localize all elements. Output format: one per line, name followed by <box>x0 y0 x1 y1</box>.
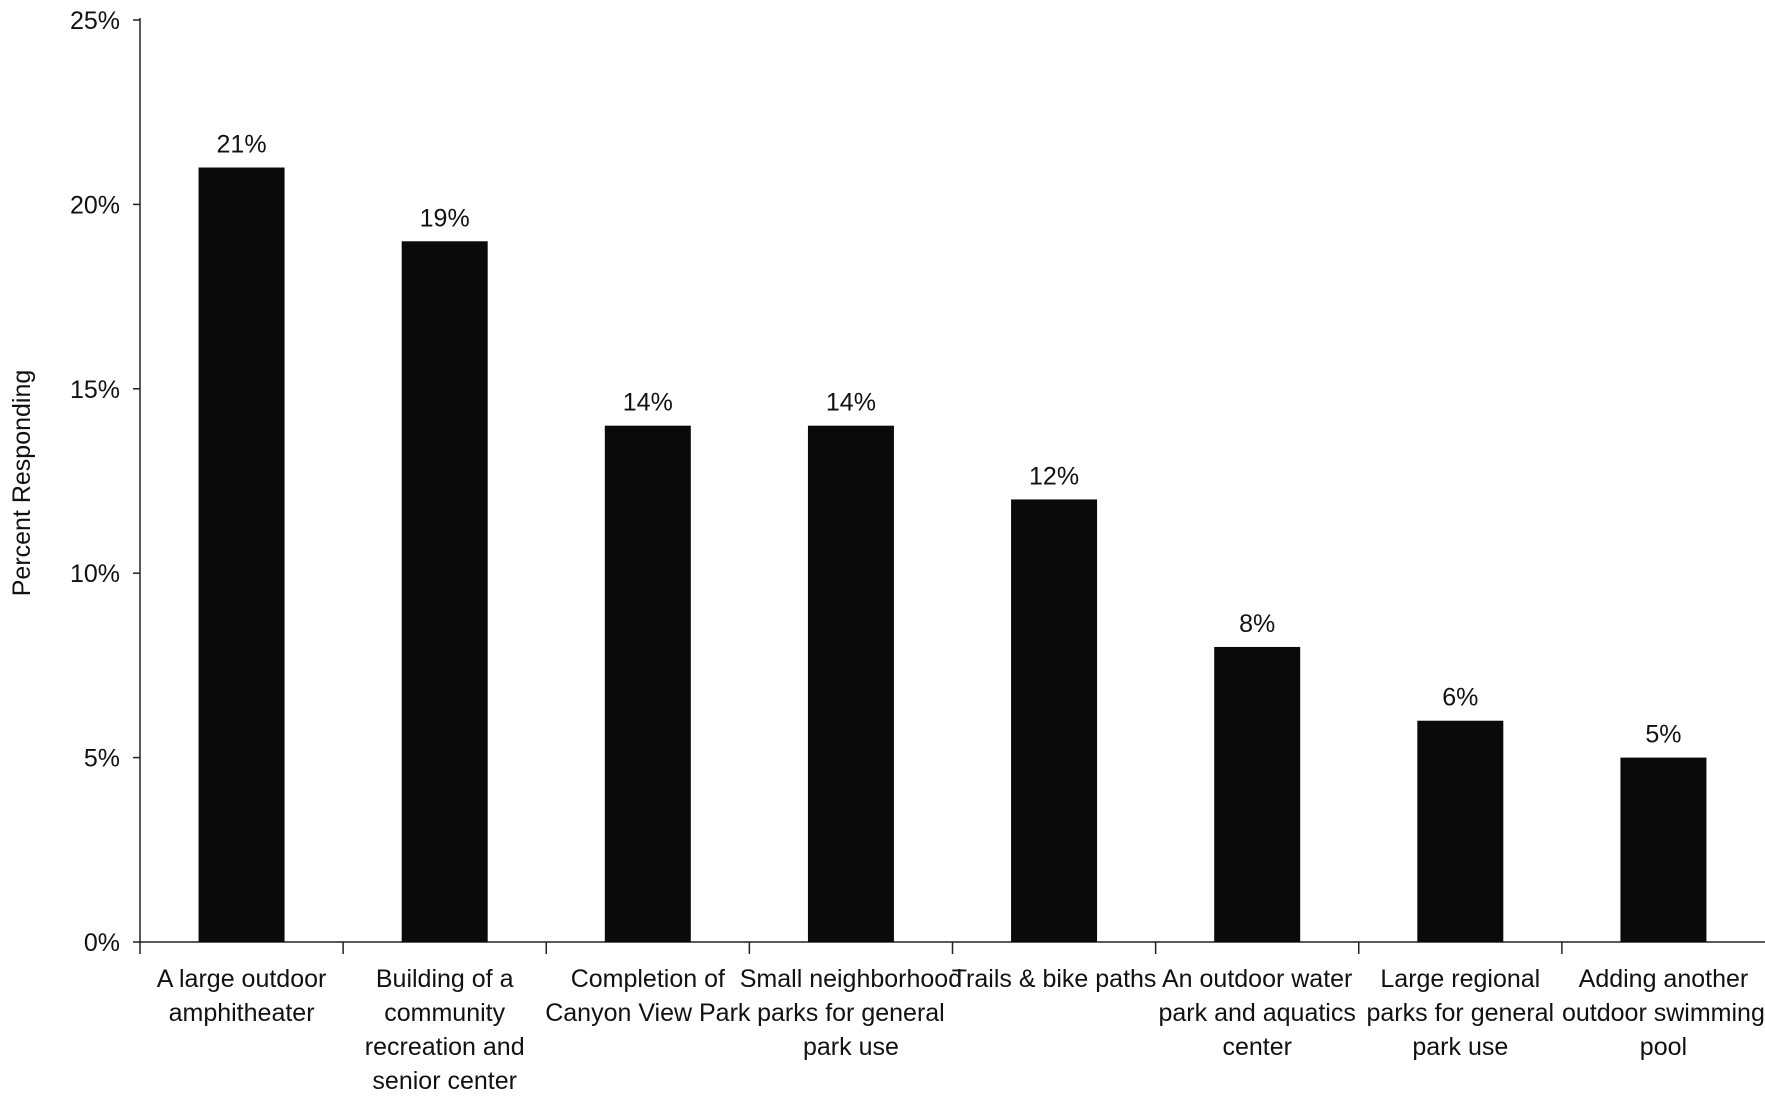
y-tick-label: 15% <box>70 376 120 404</box>
data-label: 12% <box>1029 462 1079 490</box>
x-tick-label: Building of a <box>376 965 514 993</box>
bar <box>1214 646 1301 942</box>
x-tick-label: Completion of <box>571 965 725 993</box>
x-tick-label: park and aquatics <box>1159 999 1356 1027</box>
axes-layer: 0% 5% 10% 15% 20% 25% <box>70 7 1765 957</box>
data-label: 19% <box>420 204 470 232</box>
y-axis-title: Percent Responding <box>8 370 36 597</box>
x-tick-label: parks for general <box>757 999 945 1027</box>
x-tick-label: Small neighborhood <box>740 965 962 993</box>
x-tick-label: Large regional <box>1380 965 1540 993</box>
y-axis-title-group: Percent Responding <box>8 370 36 597</box>
bar <box>1011 499 1098 942</box>
x-tick-label: center <box>1222 1033 1291 1061</box>
x-tick-label: outdoor swimming <box>1562 999 1765 1027</box>
labels-layer: 21% A large outdoor amphitheater 19% Buildin… <box>157 131 1765 1095</box>
data-label: 8% <box>1239 610 1275 638</box>
y-tick-label: 25% <box>70 7 120 35</box>
data-label: 21% <box>217 131 267 159</box>
y-tick-label: 10% <box>70 560 120 588</box>
x-tick-label: Trails & bike paths <box>952 965 1157 993</box>
x-tick-label: amphitheater <box>169 999 315 1027</box>
x-tick-label: An outdoor water <box>1162 965 1352 993</box>
bar <box>401 241 488 942</box>
x-tick-label: pool <box>1640 1033 1687 1061</box>
bar <box>1620 757 1707 942</box>
x-tick-label: park use <box>1412 1033 1508 1061</box>
x-tick-label: community <box>384 999 505 1027</box>
data-label: 5% <box>1645 721 1681 749</box>
bar <box>1417 720 1504 942</box>
data-label: 14% <box>623 389 673 417</box>
bars-layer <box>198 167 1707 942</box>
x-tick-label: recreation and <box>365 1033 525 1061</box>
y-tick-label: 5% <box>84 745 120 773</box>
bar <box>198 167 285 942</box>
x-tick-label: Adding another <box>1579 965 1749 993</box>
x-tick-label: senior center <box>372 1067 517 1095</box>
bar <box>807 425 894 942</box>
x-tick-label: park use <box>803 1033 899 1061</box>
data-label: 14% <box>826 389 876 417</box>
data-label: 6% <box>1442 684 1478 712</box>
x-tick-label: A large outdoor <box>157 965 327 993</box>
x-tick-label: Canyon View Park <box>545 999 751 1027</box>
bar <box>604 425 691 942</box>
x-tick-label: parks for general <box>1367 999 1555 1027</box>
y-tick-label: 20% <box>70 191 120 219</box>
y-tick-label: 0% <box>84 929 120 957</box>
